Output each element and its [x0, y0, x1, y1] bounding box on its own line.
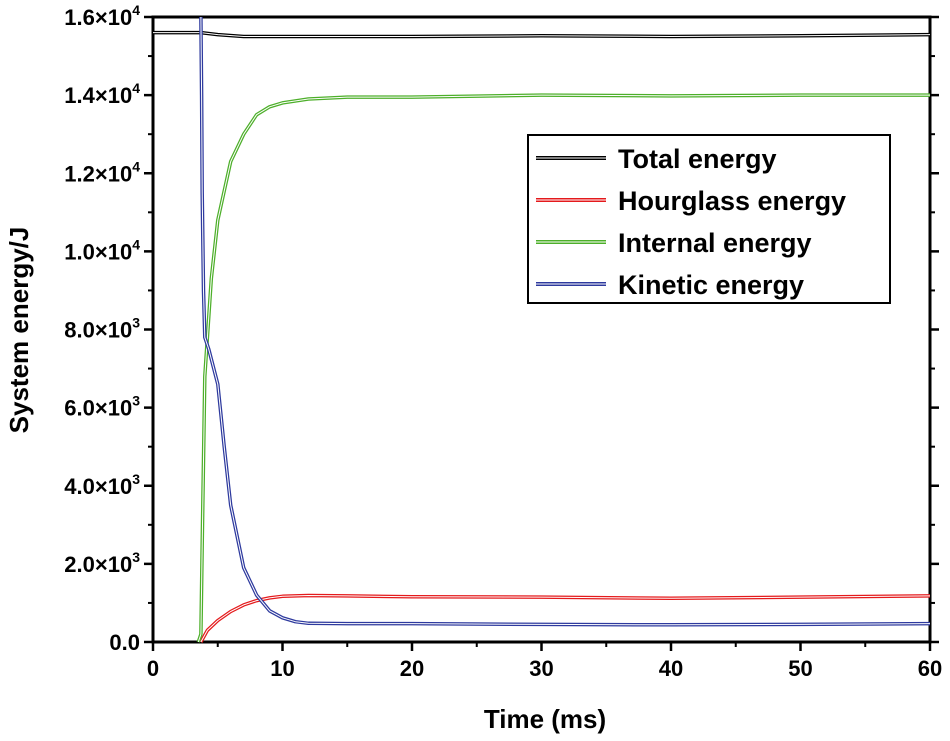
- y-tick-label: 1.4×104: [64, 80, 140, 108]
- series-line-highlight: [200, 16, 931, 626]
- y-tick-label: 1.0×104: [64, 236, 140, 264]
- legend-label: Hourglass energy: [618, 186, 846, 216]
- x-axis-title: Time (ms): [484, 704, 606, 734]
- y-tick-label: 6.0×103: [64, 393, 140, 421]
- x-tick-label: 50: [788, 656, 812, 681]
- x-tick-label: 10: [270, 656, 294, 681]
- x-tick-label: 20: [400, 656, 424, 681]
- y-tick-label: 0.0: [109, 630, 140, 655]
- legend: Total energy Hourglass energy Internal ene…: [527, 134, 891, 304]
- y-tick-label: 8.0×103: [64, 315, 140, 343]
- series-line-highlight: [153, 32, 931, 37]
- legend-label: Kinetic energy: [618, 270, 804, 300]
- y-tick-label: 1.2×104: [64, 158, 140, 186]
- series-lines: [153, 16, 931, 643]
- y-tick-label: 4.0×103: [64, 471, 140, 499]
- y-tick-label: 2.0×103: [64, 549, 140, 577]
- legend-label: Internal energy: [618, 228, 812, 258]
- y-axis-ticks: 0.0 2.0×103 4.0×103 6.0×103 8.0×103 1.0×104 1.…: [64, 2, 939, 655]
- series-line-highlight: [200, 595, 931, 643]
- series-line-highlight: [197, 94, 930, 643]
- x-tick-label: 0: [147, 656, 159, 681]
- x-tick-label: 40: [659, 656, 683, 681]
- legend-box: [527, 134, 891, 304]
- y-axis-title: System energy/J: [4, 227, 34, 434]
- x-axis-ticks: 0 10 20 30 40 50 60: [147, 642, 942, 681]
- y-tick-label: 1.6×104: [64, 2, 140, 30]
- x-tick-label: 60: [918, 656, 942, 681]
- plot-frame: [151, 15, 932, 644]
- x-tick-label: 30: [529, 656, 553, 681]
- legend-label: Total energy: [618, 144, 777, 174]
- series-line-hourglass-energy: [199, 593, 931, 643]
- series-line-kinetic-energy: [199, 16, 931, 627]
